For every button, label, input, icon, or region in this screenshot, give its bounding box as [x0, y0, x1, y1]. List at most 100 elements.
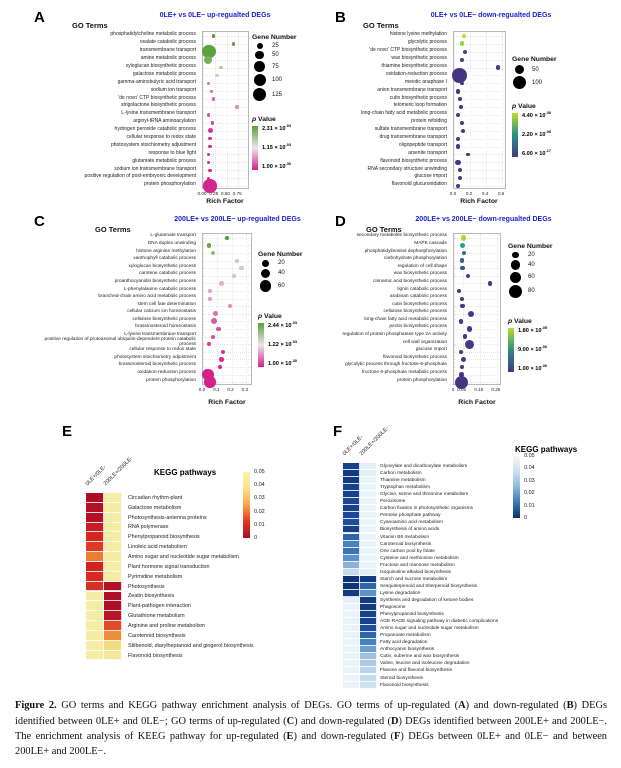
go-term-label: L-lysine transmembrane transport — [121, 110, 196, 117]
go-term-row: brassinosteroid biosynthetic process — [30, 362, 200, 370]
go-term-label: brassinosteroid homeostasis — [135, 324, 196, 330]
go-term-label: arginyl-tRNA aminoacylation — [133, 118, 196, 125]
p-value-tick-label: 1.22 × 10-03 — [268, 340, 297, 348]
gene-number-circle-box — [508, 271, 523, 283]
go-term-row: positive regulation of proteasomal ubiqu… — [30, 337, 200, 347]
heatmap-cell — [104, 532, 122, 543]
heatmap-cell — [104, 650, 122, 661]
caption-segment: ) DEGs identified between 200LE+ and 200… — [15, 715, 608, 742]
gridline-vertical — [203, 234, 204, 384]
go-term-row: wax biosynthetic process — [331, 271, 451, 279]
x-axis-tick-label: 0.15 — [474, 387, 484, 392]
go-bubble — [460, 81, 464, 86]
gene-number-value: 40 — [528, 262, 535, 269]
go-term-row: histone arginine methylation — [30, 248, 200, 256]
gene-number-circle — [252, 87, 267, 102]
go-term-list: phosphatidylcholine metabolic process oxa… — [30, 31, 200, 189]
heatmap-cell — [343, 498, 360, 506]
heatmap-cell — [343, 604, 360, 612]
panel-d-title: 200LE+ vs 200LE− down-regualted DEGs — [415, 216, 552, 223]
heatmap-row-label: Fructose and mannose metabolism — [380, 562, 455, 568]
x-axis-tick-label: 0 — [451, 387, 455, 392]
gridline-vertical — [245, 234, 247, 384]
go-term-label: cutin biosynthetic process — [392, 301, 447, 307]
go-term-label: fructose 6-phosphate metabolic process — [361, 370, 447, 376]
gene-number-legend-item: 40 — [508, 260, 553, 270]
go-bubble — [211, 97, 216, 101]
p-value-exponent: -08 — [545, 111, 551, 115]
go-term-row: response to blue light — [30, 149, 200, 157]
go-bubble — [455, 375, 469, 389]
go-term-label: MAPK cascade — [414, 240, 447, 246]
gene-number-legend-item: 80 — [508, 284, 553, 298]
panel-d-go-terms-header: GO Terms — [366, 225, 402, 234]
gene-number-circle-box — [508, 260, 523, 270]
gridline-horizontal — [203, 374, 251, 376]
x-axis-tick-label: 0.50 — [221, 191, 230, 196]
heatmap-row-label: Circadian rhythm-plant — [128, 494, 183, 501]
heatmap-cell — [86, 552, 104, 562]
panel-a-go-terms-header: GO Terms — [72, 21, 108, 30]
heatmap-row-label: Flavone and flavonol biosynthesis — [380, 668, 452, 674]
go-term-label: sulfate transmembrane transport — [374, 126, 447, 133]
go-bubble — [466, 326, 472, 332]
caption-segment: ) DEGs identified between 0LE+ and 0LE−;… — [15, 700, 607, 727]
heatmap-cell — [360, 618, 377, 626]
go-bubble — [458, 349, 464, 354]
go-bubble — [207, 176, 211, 180]
go-term-row: arginyl-tRNA aminoacylation — [30, 118, 200, 126]
go-term-label: oligopeptide transport — [398, 141, 447, 148]
heatmap-cell — [86, 522, 104, 533]
go-term-row: protein phosphorylation — [331, 377, 451, 385]
go-bubble — [219, 281, 224, 286]
go-term-row: cutin biosynthetic process — [331, 94, 451, 102]
gene-number-legend: Gene Number 50 100 — [512, 56, 557, 91]
gene-number-circle — [255, 51, 264, 60]
heatmap-legend-tick: 0.03 — [524, 477, 535, 484]
go-term-row: 'de novo' CTP biosynthetic process — [331, 47, 451, 55]
p-value-exponent: -03 — [285, 143, 291, 147]
go-term-label: stem cell fate determination — [137, 301, 196, 307]
gene-number-circle-box — [258, 260, 273, 267]
go-bubble — [208, 144, 212, 149]
go-term-row: RNA secondary structure unwinding — [331, 165, 451, 173]
heatmap-cell — [360, 639, 377, 647]
gridline-horizontal — [454, 99, 505, 101]
go-term-label: carotene catabolic process — [138, 271, 196, 277]
go-term-label: brassinosteroid biosynthetic process — [118, 362, 196, 368]
gridline-horizontal — [454, 367, 500, 368]
go-term-row: drug transmembrane transport — [331, 134, 451, 142]
heatmap-row-label: Lysine degradation — [380, 590, 421, 596]
go-bubble — [460, 120, 464, 125]
go-term-label: glucose import — [414, 173, 447, 180]
go-bubble — [459, 105, 464, 109]
go-term-label: xanthophyll catabolic process — [133, 256, 196, 262]
gridline-horizontal — [203, 291, 251, 292]
gridline-horizontal — [454, 382, 500, 384]
heatmap-row-label: RNA polymerase — [128, 524, 169, 531]
go-term-row: cellular calcium ion homeostasis — [30, 309, 200, 317]
go-term-row: glycolytic process — [331, 39, 451, 47]
x-axis-tick-label: 0.75 — [232, 191, 242, 196]
heatmap-cell — [343, 554, 360, 562]
heatmap-row-label: Stilbenoid, diarylheptanoid and gingerol… — [128, 642, 254, 649]
x-axis-tick-label: 0.3 — [241, 387, 249, 392]
heatmap-cell — [86, 611, 104, 622]
heatmap-cell — [86, 512, 104, 523]
go-bubble — [465, 273, 470, 278]
panel-c-letter: C — [34, 213, 45, 230]
go-term-row: arsenite transport — [331, 149, 451, 157]
heatmap-cell — [343, 611, 360, 619]
p-value-tick-label: 1.80 × 10-05 — [518, 326, 547, 334]
go-term-row: protein refolding — [331, 118, 451, 126]
go-term-label: lignin catabolic process — [397, 286, 447, 292]
heatmap-cell — [360, 611, 377, 619]
go-bubble — [211, 251, 215, 255]
go-bubble — [465, 152, 470, 157]
gridline-horizontal — [203, 75, 248, 77]
gene-number-value: 50 — [272, 52, 279, 59]
heatmap-cell — [360, 470, 377, 478]
heatmap-row-label: Photosynthesis — [128, 583, 165, 590]
gene-number-circle — [256, 43, 263, 49]
go-term-row: histone lysine methylation — [331, 31, 451, 39]
